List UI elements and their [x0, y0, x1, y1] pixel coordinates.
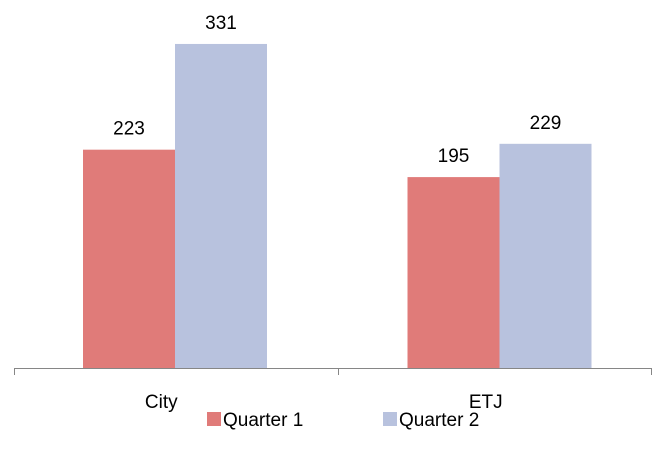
bar-city-quarter-1	[83, 149, 175, 368]
legend-label-quarter-1: Quarter 1	[223, 410, 303, 431]
bar-etj-quarter-1	[407, 177, 500, 368]
bar-city-quarter-2	[175, 43, 267, 369]
legend: Quarter 1 Quarter 2	[207, 410, 479, 431]
data-label-etj-quarter-2: 229	[530, 113, 562, 134]
legend-swatch-quarter-1	[207, 412, 221, 426]
bar-etj-quarter-2	[499, 143, 592, 368]
legend-swatch-quarter-2	[383, 412, 397, 426]
x-tick-labels: City ETJ	[145, 392, 503, 413]
data-label-etj-quarter-1: 195	[438, 146, 470, 167]
bars-group	[83, 43, 592, 369]
x-tick-label-etj: ETJ	[469, 392, 503, 413]
x-axis	[14, 368, 652, 375]
data-label-city-quarter-1: 223	[113, 119, 145, 140]
data-labels-group: 223 331 195 229	[113, 13, 561, 167]
legend-label-quarter-2: Quarter 2	[399, 410, 479, 431]
x-tick-label-city: City	[145, 392, 178, 413]
data-label-city-quarter-2: 331	[205, 13, 237, 34]
